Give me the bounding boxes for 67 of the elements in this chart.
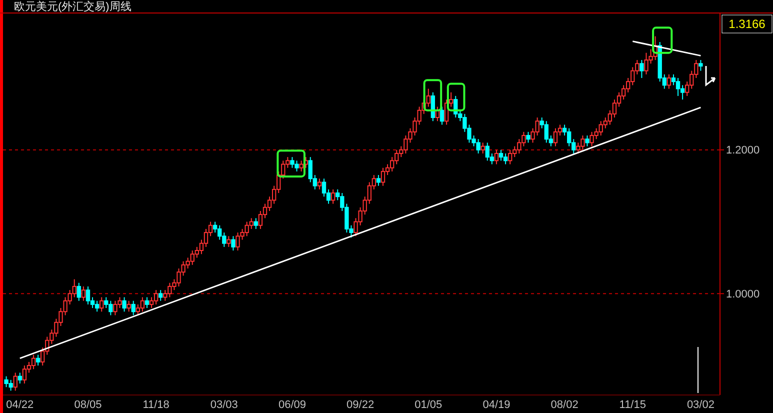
y-tick-label: 1.0000 (726, 288, 760, 300)
candlestick (249, 218, 254, 230)
candlestick (640, 60, 644, 78)
x-tick-label: 03/03 (210, 399, 238, 411)
candlestick (448, 92, 454, 108)
candlestick (698, 60, 703, 72)
candlestick (503, 152, 508, 165)
candlestick (254, 218, 258, 230)
x-tick-label: 03/02 (686, 399, 714, 411)
candlestick (231, 236, 236, 252)
candlestick (671, 74, 676, 86)
candlestick (204, 228, 208, 248)
candlestick (676, 77, 680, 96)
candlestick (36, 354, 40, 366)
candlestick (18, 372, 22, 384)
candlestick (299, 160, 304, 172)
y-tick-label: 1.2000 (726, 144, 760, 157)
candlestick (194, 246, 200, 258)
candlestick (585, 134, 590, 147)
x-tick-label: 08/05 (74, 399, 102, 411)
candlestick (122, 296, 126, 312)
x-tick-label: 11/15 (619, 399, 646, 411)
candlestick (149, 296, 154, 309)
candlestick (498, 149, 504, 162)
candlestick (154, 290, 158, 305)
x-tick-label: 09/22 (346, 399, 374, 411)
candlestick (100, 296, 104, 312)
candlestick (81, 286, 86, 302)
candlestick (317, 178, 322, 190)
candlestick (22, 365, 27, 384)
x-tick-label: 06/09 (278, 399, 306, 411)
candlestick (508, 149, 512, 165)
candlestick (13, 372, 18, 392)
x-tick-label: 08/02 (550, 399, 578, 411)
candlestick (553, 128, 558, 147)
candlestick (140, 296, 145, 312)
candlestick (390, 156, 394, 172)
chart-title: 欧元美元(外汇交易)周线 (14, 0, 132, 13)
candlestick (322, 178, 326, 198)
candlestick (621, 84, 626, 100)
x-tick-label: 11/18 (142, 399, 170, 411)
candlestick (666, 74, 672, 90)
x-tick-label: 04/19 (482, 399, 510, 411)
candlestick (480, 142, 485, 154)
x-tick-label: 01/05 (414, 399, 442, 411)
candlestick (380, 167, 386, 186)
candlestick (86, 286, 90, 305)
candlestick (158, 290, 163, 302)
candlestick (330, 188, 336, 204)
candlestick (526, 131, 530, 144)
candlestick (426, 88, 430, 108)
candlestick (440, 106, 444, 126)
candlestick (612, 99, 617, 118)
text: 1.3166 (728, 17, 766, 32)
candlestick (131, 300, 136, 316)
candlestick (680, 84, 685, 100)
candlestick (258, 210, 263, 230)
candlestick (94, 300, 100, 312)
candlestick (144, 296, 150, 309)
candlestick (494, 149, 499, 165)
x-tick-label: 04/22 (6, 399, 34, 411)
candlestick (212, 221, 218, 234)
candlestick (126, 300, 131, 312)
candlestick (226, 236, 231, 248)
candlestick (376, 174, 381, 186)
candlestick (76, 282, 81, 302)
candlestick (31, 354, 36, 370)
